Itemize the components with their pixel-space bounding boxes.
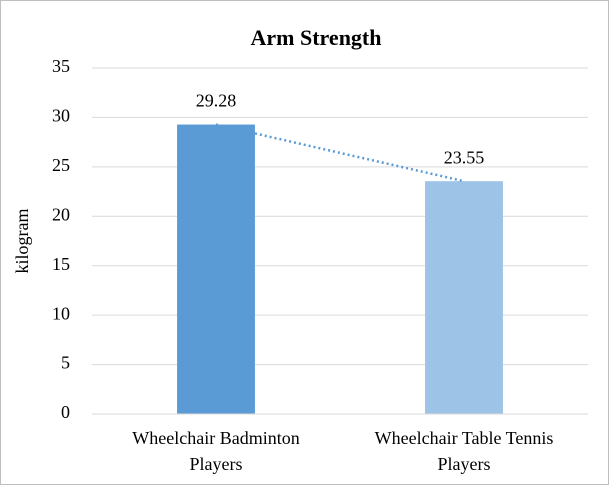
y-axis-label: kilogram	[12, 209, 32, 274]
y-tick-label: 35	[52, 56, 70, 76]
y-tick-label: 15	[52, 254, 70, 274]
y-tick-label: 5	[61, 353, 70, 373]
x-tick-label: Wheelchair Badminton Players	[132, 428, 299, 474]
data-label: 29.28	[196, 91, 237, 111]
bar	[425, 181, 503, 414]
y-tick-label: 0	[61, 402, 70, 422]
bar	[177, 124, 255, 414]
y-tick-label: 10	[52, 303, 70, 323]
trendline	[215, 123, 465, 183]
data-label: 23.55	[444, 147, 485, 167]
y-tick-label: 25	[52, 155, 70, 175]
chart-title: Arm Strength	[251, 25, 382, 50]
y-tick-label: 30	[52, 106, 70, 126]
x-tick-label: Wheelchair Table Tennis Players	[375, 428, 554, 474]
y-tick-label: 20	[52, 204, 70, 224]
